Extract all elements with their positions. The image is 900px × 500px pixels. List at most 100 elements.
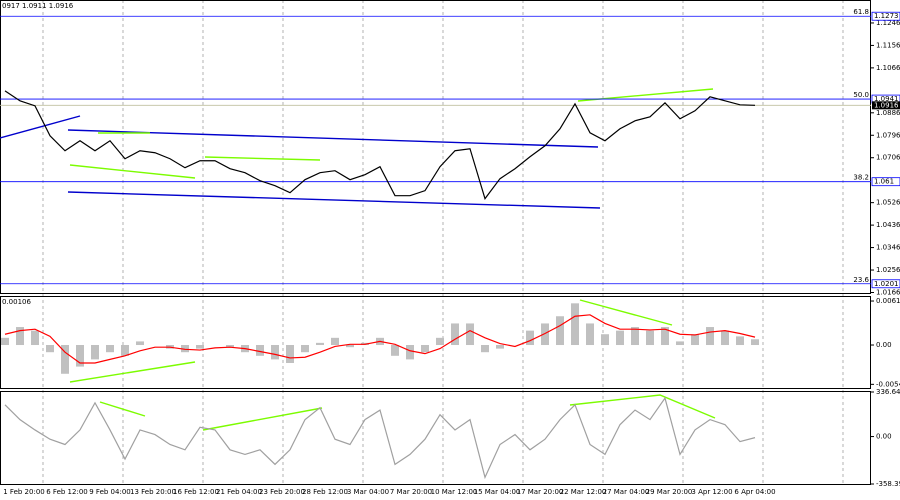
macd-bar (46, 345, 54, 353)
trend-lines (0, 88, 716, 431)
macd-bar (436, 337, 444, 346)
macd-bar (91, 345, 99, 360)
fib-level-value: 1.0941 (874, 95, 899, 103)
macd-bar (706, 327, 714, 346)
fib-level-value: 1.061 (874, 178, 894, 186)
y-tick-label: 1.1156 (876, 41, 900, 49)
macd-bar (286, 345, 294, 363)
macd-bar (556, 316, 564, 346)
signal-line (4, 314, 756, 364)
x-tick-label: 7 Mar 20:00 (390, 488, 432, 496)
macd-bar (616, 330, 624, 346)
fib-level-name: 23.6 (853, 276, 869, 284)
x-tick-label: 13 Feb 20:00 (130, 488, 176, 496)
macd-bar (496, 345, 504, 349)
macd-bar (106, 345, 114, 353)
x-tick-label: 1 Feb 20:00 (3, 488, 44, 496)
macd-bar (256, 345, 264, 356)
macd-bar (571, 303, 579, 346)
x-tick-label: 23 Feb 20:00 (259, 488, 305, 496)
macd-bar (421, 345, 429, 353)
x-tick-label: 3 Apr 12:00 (691, 488, 732, 496)
price-header: 0917 1.0911 1.0916 (2, 2, 74, 10)
macd-bar (481, 345, 489, 353)
macd-bar (406, 345, 414, 360)
x-tick-label: 15 Mar 04:00 (474, 488, 521, 496)
x-tick-label: 27 Mar 04:00 (603, 488, 650, 496)
y-tick-label: 1.0706 (876, 154, 900, 162)
x-tick-label: 16 Feb 12:00 (173, 488, 219, 496)
y-tick-label: 1.0256 (876, 266, 900, 274)
fib-level-name: 50.0 (853, 91, 869, 99)
y-tick-label: -358.398 (876, 480, 900, 488)
x-tick-label: 29 Mar 20:00 (646, 488, 693, 496)
current-price-label: 1.0916 (874, 101, 899, 109)
macd-bar (601, 334, 609, 346)
x-tick-label: 6 Apr 04:00 (734, 488, 775, 496)
y-tick-label: 1.0886 (876, 109, 900, 117)
macd-bar (196, 345, 204, 349)
macd-bar (661, 327, 669, 346)
macd-bar (226, 345, 234, 348)
x-tick-label: 28 Feb 12:00 (302, 488, 348, 496)
y-tick-label: 0.00 (876, 433, 892, 441)
macd-bar (346, 345, 354, 348)
y-tick-label: 1.0796 (876, 131, 900, 139)
macd-bar (676, 341, 684, 346)
y-tick-label: 0.00612 (876, 297, 900, 305)
macd-bar (451, 323, 459, 346)
fib-level-box (871, 11, 900, 21)
y-tick-label: 1.0436 (876, 221, 900, 229)
x-tick-label: 9 Feb 04:00 (89, 488, 130, 496)
macd-bar (391, 345, 399, 356)
macd-bar (331, 337, 339, 346)
y-tick-label: 1.1066 (876, 64, 900, 72)
macd-bar (751, 339, 759, 346)
macd-bar (631, 327, 639, 346)
macd-bar (466, 323, 474, 346)
fib-level-name: 38.2 (853, 174, 869, 182)
macd-bar (721, 330, 729, 346)
macd-bar (646, 330, 654, 346)
x-tick-label: 3 Mar 04:00 (347, 488, 389, 496)
macd-bar (136, 341, 144, 346)
x-tick-label: 6 Feb 12:00 (46, 488, 87, 496)
macd-bar (121, 345, 129, 356)
y-tick-label: 1.0346 (876, 244, 900, 252)
fib-level-value: 1.1273 (874, 12, 899, 20)
macd-bar (526, 330, 534, 346)
macd-bar (16, 327, 24, 346)
macd-bar (301, 345, 309, 353)
fib-level-value: 1.0201 (874, 280, 899, 288)
y-tick-label: 1.1246 (876, 19, 900, 27)
macd-bar (586, 323, 594, 346)
x-tick-label: 21 Feb 04:00 (216, 488, 262, 496)
frames (0, 0, 871, 485)
price-line (4, 90, 756, 200)
macd-bar (691, 334, 699, 346)
macd-header: 0.00106 (2, 298, 31, 306)
cci-line (4, 396, 756, 480)
y-tick-label: 1.0166 (876, 289, 900, 297)
x-tick-label: 17 Mar 20:00 (517, 488, 564, 496)
macd-bar (31, 330, 39, 346)
macd-bar (541, 323, 549, 346)
macd-bar (1, 337, 9, 346)
fib-level-box (871, 279, 900, 289)
y-tick-label: 0.00 (876, 341, 892, 349)
x-tick-label: 22 Mar 12:00 (560, 488, 607, 496)
macd-bar (76, 345, 84, 367)
time-grid (42, 0, 844, 484)
current-price-box (872, 101, 900, 110)
fib-level-name: 61.8 (853, 8, 869, 16)
y-tick-label: -0.00547 (876, 380, 900, 388)
macd-bar (181, 345, 189, 353)
y-tick-label: 336.644 (876, 388, 900, 396)
macd-bar (736, 336, 744, 346)
macd-bar (61, 345, 69, 374)
macd-bar (271, 345, 279, 360)
x-tick-label: 10 Mar 12:00 (431, 488, 478, 496)
macd-bar (316, 342, 324, 346)
fib-level-box (871, 177, 900, 187)
